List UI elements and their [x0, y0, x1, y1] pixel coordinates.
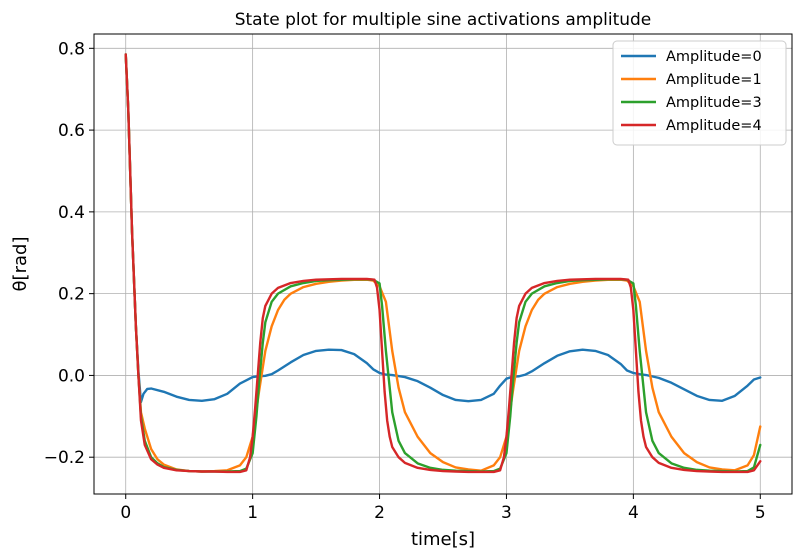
x-tick-label: 3	[501, 503, 512, 523]
y-tick-label: 0.4	[58, 203, 85, 223]
y-axis: −0.2 0.0 0.2 0.4 0.6 0.8	[44, 39, 94, 468]
series-group	[124, 53, 762, 474]
x-tick-label: 0	[120, 503, 131, 523]
y-tick-label: 0.0	[58, 366, 85, 386]
x-tick-label: 1	[247, 503, 258, 523]
y-axis-label: θ[rad]	[10, 237, 31, 292]
legend: Amplitude=0 Amplitude=1 Amplitude=3 Amplitu…	[612, 40, 787, 146]
legend-label: Amplitude=4	[666, 118, 762, 134]
x-tick-label: 4	[628, 503, 639, 523]
x-tick-label: 5	[755, 503, 766, 523]
y-tick-label: 0.6	[58, 121, 85, 141]
x-axis-label: time[s]	[411, 529, 475, 550]
chart-title: State plot for multiple sine activations…	[235, 10, 652, 30]
legend-label: Amplitude=0	[666, 49, 762, 65]
legend-label: Amplitude=3	[666, 95, 762, 111]
x-tick-label: 2	[374, 503, 385, 523]
legend-label: Amplitude=1	[666, 72, 762, 88]
x-axis: 0 1 2 3 4 5	[120, 494, 766, 523]
y-tick-label: 0.8	[58, 39, 85, 59]
series-line-1	[124, 53, 762, 404]
legend-box	[612, 40, 787, 146]
y-tick-label: 0.2	[58, 285, 85, 305]
series-line-4	[124, 53, 762, 474]
plot-frame	[93, 33, 793, 495]
y-tick-label: −0.2	[44, 448, 85, 468]
